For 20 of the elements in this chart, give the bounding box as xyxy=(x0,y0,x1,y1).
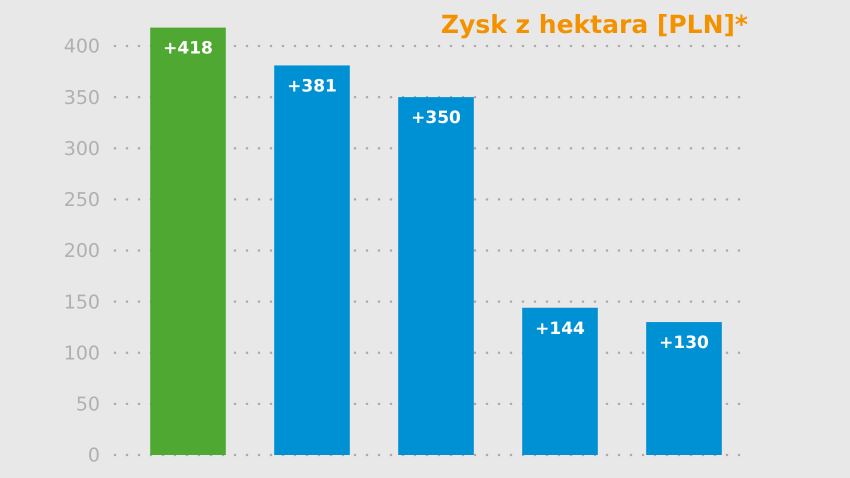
y-tick-label: 150 xyxy=(64,291,100,314)
bar xyxy=(646,322,722,455)
y-tick-label: 300 xyxy=(64,138,100,160)
data-label: +381 xyxy=(287,76,337,96)
y-tick-label: 100 xyxy=(64,342,100,364)
data-label: +350 xyxy=(411,108,462,128)
y-tick-label: 250 xyxy=(64,189,100,212)
data-label: +130 xyxy=(659,333,710,354)
bar xyxy=(150,28,226,455)
y-tick-label: 50 xyxy=(76,394,100,416)
y-tick-label: 200 xyxy=(64,240,100,262)
chart-title: Zysk z hektara [PLN]* xyxy=(440,10,748,39)
bar xyxy=(398,97,474,455)
bar xyxy=(522,308,598,455)
y-tick-label: 400 xyxy=(64,36,100,58)
data-label: +144 xyxy=(535,318,586,339)
data-label: +418 xyxy=(163,38,213,59)
y-tick-label: 0 xyxy=(88,444,100,467)
y-tick-label: 350 xyxy=(64,86,100,109)
bar xyxy=(274,65,350,455)
